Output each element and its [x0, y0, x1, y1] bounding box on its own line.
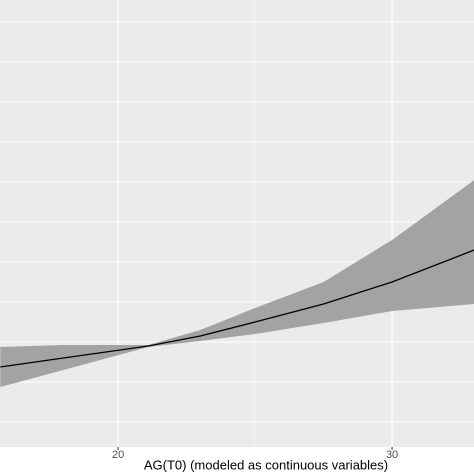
marks: [0, 180, 474, 387]
panel: [0, 0, 474, 447]
x-tick-label: 20: [112, 449, 124, 461]
x-tick-label: 30: [386, 449, 398, 461]
x-axis-label: AG(T0) (modeled as continuous variables): [144, 457, 388, 472]
line: [0, 249, 474, 368]
confidence-band: [0, 180, 474, 387]
grid: [0, 0, 474, 447]
